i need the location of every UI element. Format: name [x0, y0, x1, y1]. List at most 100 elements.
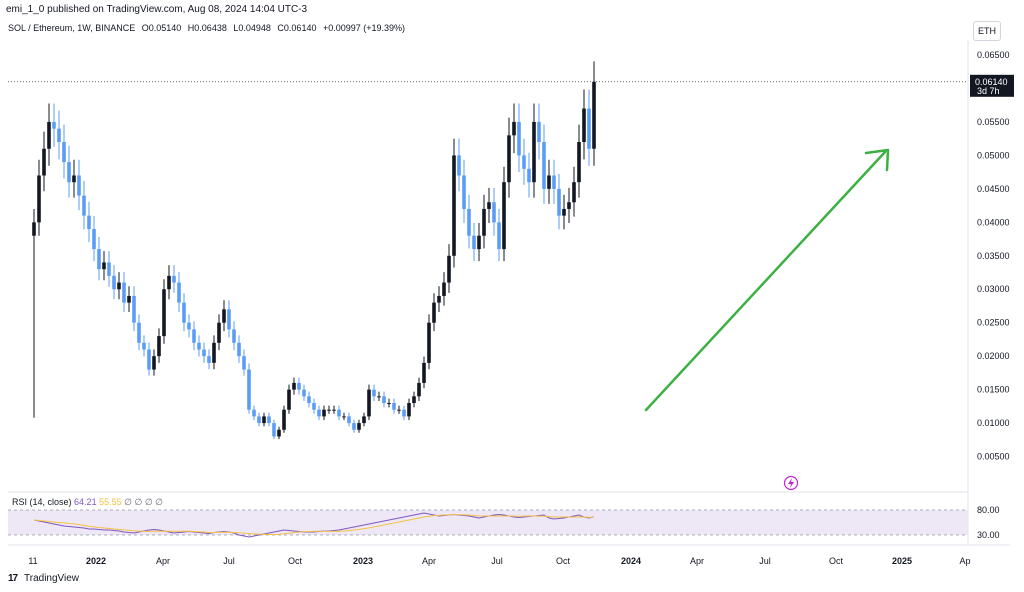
- x-tick-label: Jul: [491, 556, 503, 566]
- flash-icon-bolt: [788, 478, 794, 488]
- candle-body: [207, 356, 211, 363]
- candle-body: [447, 255, 451, 283]
- candle-body: [127, 295, 131, 303]
- candle-body: [327, 409, 331, 411]
- candle-body: [72, 175, 76, 183]
- candle-body: [472, 235, 476, 250]
- candle-body: [587, 108, 591, 149]
- candle-body: [332, 409, 336, 411]
- rsi-title: RSI (14, close): [12, 497, 72, 507]
- open-value: O0.05140: [141, 23, 182, 33]
- candle-body: [252, 409, 256, 417]
- rsi-icons: ∅ ∅ ∅ ∅: [124, 497, 164, 507]
- candle-body: [397, 409, 401, 411]
- candle-body: [352, 423, 356, 430]
- tradingview-logo[interactable]: 17 TradingView: [8, 573, 79, 584]
- candle-body: [387, 403, 391, 405]
- candle-body: [87, 215, 91, 230]
- candle-body: [557, 188, 561, 216]
- x-tick-label: Apr: [422, 556, 436, 566]
- candle-body: [537, 121, 541, 143]
- candle-body: [362, 416, 366, 424]
- candle-body: [107, 262, 111, 276]
- y-tick-label: 0.05000: [977, 150, 1010, 160]
- candle-body: [517, 121, 521, 156]
- candle-body: [437, 295, 441, 303]
- rsi-ma-value: 55.55: [99, 497, 122, 507]
- candle-body: [302, 389, 306, 397]
- candle-body: [307, 396, 311, 404]
- candle-body: [112, 275, 116, 290]
- rsi-level-label: 30.00: [977, 530, 1000, 540]
- candle-body: [477, 235, 481, 250]
- x-tick-label: 2024: [621, 556, 641, 566]
- candle-body: [322, 409, 326, 417]
- candle-body: [197, 342, 201, 350]
- candle-body: [147, 349, 151, 370]
- candle-body: [392, 403, 396, 410]
- candle-body: [217, 322, 221, 343]
- candle-body: [77, 175, 81, 196]
- y-tick-label: 0.02500: [977, 318, 1010, 328]
- candle-body: [492, 202, 496, 223]
- candle-body: [152, 356, 156, 370]
- candle-body: [402, 409, 406, 417]
- high-value: H0.06438: [187, 23, 227, 33]
- candle-body: [422, 362, 426, 383]
- candle-body: [242, 356, 246, 370]
- trend-arrow: [644, 150, 887, 412]
- price-tag-value: 0.06140: [975, 77, 1008, 87]
- publisher-line: emi_1_0 published on TradingView.com, Au…: [6, 4, 308, 15]
- rsi-ma-line: [33, 514, 595, 536]
- candle-body: [227, 309, 231, 330]
- candle-body: [507, 135, 511, 183]
- x-tick-label: Jul: [759, 556, 771, 566]
- y-tick-label: 0.03000: [977, 284, 1010, 294]
- y-tick-label: 0.00500: [977, 452, 1010, 462]
- candle-body: [457, 155, 461, 176]
- candle-body: [142, 342, 146, 350]
- candle-body: [232, 329, 236, 343]
- candle-body: [42, 148, 46, 176]
- candle-body: [522, 155, 526, 169]
- tradingview-brand: TradingView: [24, 573, 80, 584]
- candle-body: [412, 396, 416, 404]
- candle-body: [382, 396, 386, 404]
- candle-body: [192, 329, 196, 343]
- y-tick-label: 0.03500: [977, 251, 1010, 261]
- y-tick-label: 0.04000: [977, 217, 1010, 227]
- candle-body: [367, 389, 371, 417]
- candle-body: [542, 142, 546, 189]
- candle-body: [357, 423, 361, 430]
- candle-body: [512, 121, 516, 136]
- candle-body: [172, 275, 176, 283]
- candle-body: [82, 195, 86, 216]
- candle-body: [257, 416, 261, 424]
- candle-body: [182, 302, 186, 323]
- candle-body: [262, 416, 266, 424]
- x-tick-label: 11: [28, 556, 37, 566]
- x-tick-label: 2025: [892, 556, 912, 566]
- currency-button[interactable]: ETH: [973, 21, 1001, 41]
- candle-body: [102, 262, 106, 270]
- candle-body: [417, 382, 421, 397]
- candle-body: [527, 168, 531, 183]
- symbol-legend: SOL / Ethereum, 1W, BINANCE O0.05140 H0.…: [8, 23, 409, 33]
- y-tick-label: 0.02000: [977, 351, 1010, 361]
- candle-body: [342, 416, 346, 418]
- tradingview-logo-icon: 17: [8, 573, 18, 584]
- y-tick-label: 0.05500: [977, 117, 1010, 127]
- x-tick-label: Ap: [959, 556, 970, 566]
- candle-body: [312, 403, 316, 410]
- candle-body: [67, 162, 71, 183]
- trend-arrow-head: [864, 148, 890, 172]
- candle-body: [92, 229, 96, 250]
- candle-body: [577, 142, 581, 183]
- candle-body: [162, 289, 166, 337]
- candle-body: [37, 175, 41, 223]
- flash-icon: [783, 475, 799, 491]
- price-tag-countdown: 3d 7h: [977, 86, 1000, 96]
- candle-body: [487, 202, 491, 209]
- candle-body: [377, 396, 381, 398]
